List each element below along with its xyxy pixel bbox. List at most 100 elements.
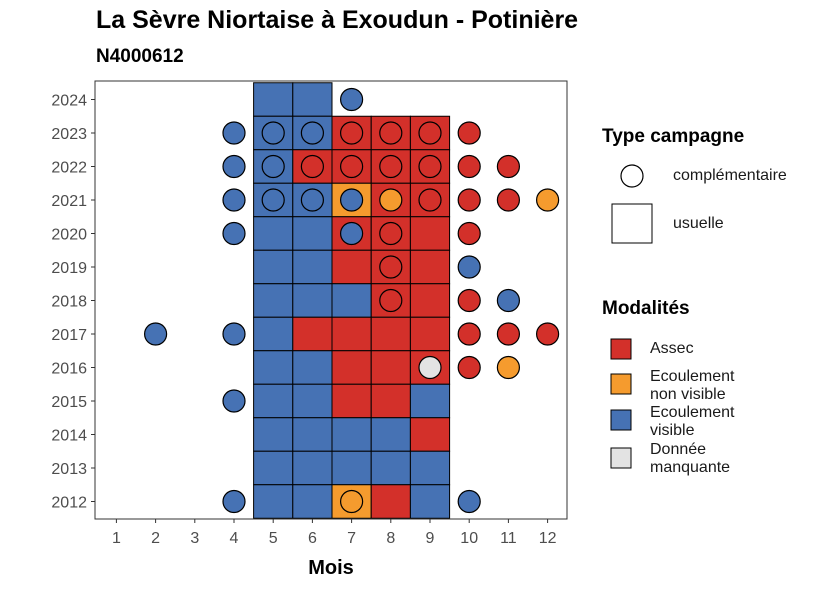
x-tick-label-6: 6 <box>308 530 317 547</box>
legend-ecoulement-non-visible-label: Ecoulement non visible <box>650 368 735 404</box>
point-2021-8-ecoulement-non-visible <box>379 188 403 212</box>
plot-area <box>144 82 560 519</box>
y-tick-label-2021: 2021 <box>51 193 87 210</box>
x-tick-label-2: 2 <box>151 530 160 547</box>
tile-2013-7-ecoulement-visible <box>331 450 372 486</box>
x-tick-label-7: 7 <box>347 530 356 547</box>
tile-2019-7-assec <box>331 249 372 285</box>
legend-ecoulement-visible-label: Ecoulement visible <box>650 404 735 440</box>
legend-donnee-manquante-label: Donnée manquante <box>650 441 730 477</box>
tile-2018-7-ecoulement-visible <box>331 283 372 318</box>
tile-2015-9-ecoulement-visible <box>409 383 451 419</box>
point-2022-6-assec <box>300 154 324 179</box>
point-2017-4-ecoulement-visible <box>222 322 246 346</box>
tile-2017-5-ecoulement-visible <box>253 316 294 352</box>
tile-2020-9-assec <box>409 216 451 251</box>
tile-2018-6-ecoulement-visible <box>292 283 333 318</box>
point-2023-9-assec <box>418 121 442 145</box>
point-2018-10-assec <box>457 288 481 313</box>
point-2017-10-assec <box>457 322 481 346</box>
point-2016-11-ecoulement-non-visible <box>496 355 520 380</box>
tile-2017-8-assec <box>370 316 411 352</box>
legend-square-symbol <box>611 203 653 244</box>
point-2023-4-ecoulement-visible <box>222 121 246 145</box>
x-tick-label-10: 10 <box>460 530 478 547</box>
axes: 1 2 3 4 5 6 7 8 9 10 11 122012201320142015201620172… <box>51 80 568 579</box>
legend-type-complementaire-label: complémentaire <box>673 167 787 184</box>
point-2022-11-assec <box>496 154 520 179</box>
y-tick-label-2016: 2016 <box>51 361 87 378</box>
tile-2016-6-ecoulement-visible <box>292 350 333 385</box>
y-tick-label-2024: 2024 <box>51 93 87 110</box>
tile-2016-5-ecoulement-visible <box>253 350 294 385</box>
point-2012-10-ecoulement-visible <box>457 489 481 514</box>
tile-2016-8-assec <box>370 350 411 385</box>
x-axis-title: Mois <box>308 557 354 579</box>
y-tick-label-2022: 2022 <box>51 160 87 177</box>
tile-2017-6-assec <box>292 316 333 352</box>
tile-2019-5-ecoulement-visible <box>253 249 294 285</box>
point-2021-6-ecoulement-visible <box>300 188 324 212</box>
x-tick-label-1: 1 <box>112 530 121 547</box>
tile-2014-6-ecoulement-visible <box>292 417 333 452</box>
point-2016-10-assec <box>457 355 481 380</box>
y-tick-label-2015: 2015 <box>51 394 87 411</box>
tile-2019-9-assec <box>409 249 451 285</box>
tile-2017-7-assec <box>331 316 372 352</box>
chart-title: La Sèvre Niortaise à Exoudun - Potinière <box>96 6 579 34</box>
point-2022-5-ecoulement-visible <box>261 154 285 179</box>
point-2021-10-assec <box>457 188 481 212</box>
point-2022-7-assec <box>340 154 364 179</box>
tile-2024-5-ecoulement-visible <box>253 82 294 117</box>
tile-2018-5-ecoulement-visible <box>253 283 294 318</box>
x-tick-label-3: 3 <box>190 530 199 547</box>
chart-subtitle: N4000612 <box>96 46 184 67</box>
point-2021-7-ecoulement-visible <box>340 188 364 212</box>
x-tick-label-11: 11 <box>500 530 517 547</box>
legend-ecoulement-non-visible-line-1: Ecoulement <box>650 368 735 385</box>
point-2023-6-ecoulement-visible <box>300 121 324 145</box>
point-2017-2-ecoulement-visible <box>144 322 168 346</box>
point-2016-9-donnee-manquante <box>418 355 442 380</box>
point-2022-10-assec <box>457 154 481 179</box>
point-2018-11-ecoulement-visible <box>496 288 520 313</box>
legend-swatch-assec <box>610 338 632 360</box>
legend-type-title: Type campagne <box>602 126 745 147</box>
legend-assec-line-1: Assec <box>650 340 694 357</box>
tile-2019-6-ecoulement-visible <box>292 249 333 285</box>
tile-2015-7-assec <box>331 383 372 419</box>
tile-2018-9-assec <box>409 283 451 318</box>
y-tick-label-2019: 2019 <box>51 260 87 277</box>
legend-modalites-title: Modalités <box>602 298 690 319</box>
point-2021-12-ecoulement-non-visible <box>535 188 560 212</box>
point-2017-12-assec <box>535 322 560 346</box>
legend-donnee-manquante-line-2: manquante <box>650 459 731 476</box>
tile-2015-6-ecoulement-visible <box>292 383 333 419</box>
point-2023-5-ecoulement-visible <box>261 121 285 145</box>
x-tick-label-4: 4 <box>230 530 239 547</box>
point-2019-8-assec <box>379 255 403 279</box>
tile-2012-9-ecoulement-visible <box>409 484 451 519</box>
point-2020-10-assec <box>457 221 481 246</box>
legend-ecoulement-visible-line-2: visible <box>650 422 695 439</box>
legend-swatch-ecoulement-visible <box>610 409 632 431</box>
legend-circle-symbol <box>620 164 644 188</box>
y-tick-label-2018: 2018 <box>51 294 87 311</box>
tile-2016-7-assec <box>331 350 372 385</box>
point-2017-11-assec <box>496 322 520 346</box>
point-2021-4-ecoulement-visible <box>222 188 246 212</box>
tile-2020-6-ecoulement-visible <box>292 216 333 251</box>
tile-2013-8-ecoulement-visible <box>370 450 411 486</box>
point-2022-4-ecoulement-visible <box>222 154 246 179</box>
tile-2014-5-ecoulement-visible <box>253 417 294 452</box>
tile-2014-8-ecoulement-visible <box>370 417 411 452</box>
y-tick-label-2017: 2017 <box>51 327 87 344</box>
tile-2013-6-ecoulement-visible <box>292 450 333 486</box>
legend-donnee-manquante-line-1: Donnée <box>650 441 707 458</box>
point-2012-4-ecoulement-visible <box>222 489 246 514</box>
point-2019-10-ecoulement-visible <box>457 255 481 279</box>
point-2021-5-ecoulement-visible <box>261 188 285 212</box>
tile-2015-8-assec <box>370 383 411 419</box>
point-2021-9-assec <box>418 188 442 212</box>
